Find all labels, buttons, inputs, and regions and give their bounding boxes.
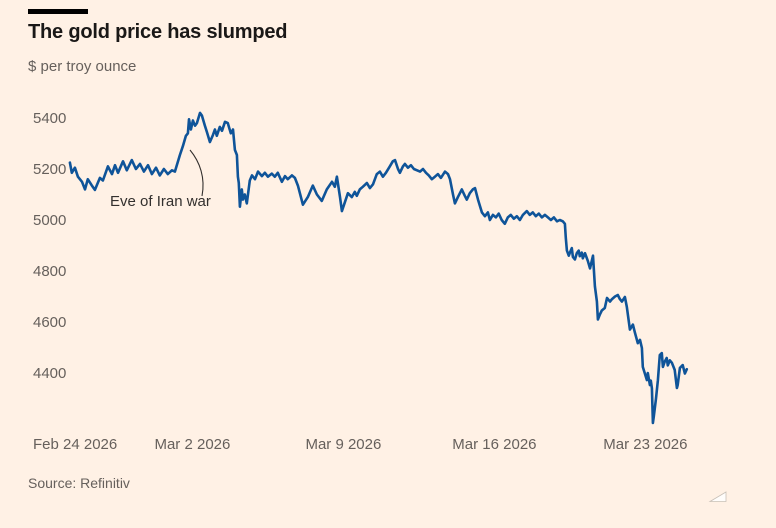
x-axis-label: Mar 2 2026: [154, 436, 230, 453]
price-line-series: [68, 111, 689, 425]
annotation-label: Eve of Iran war: [110, 193, 211, 210]
y-axis-label: 5400: [33, 110, 66, 127]
y-axis-label: 4800: [33, 263, 66, 280]
y-axis-label: 5000: [33, 212, 66, 229]
x-axis-label: Mar 23 2026: [603, 436, 687, 453]
y-axis-label: 4400: [33, 365, 66, 382]
x-axis-label: Mar 9 2026: [305, 436, 381, 453]
x-axis-label: Feb 24 2026: [33, 436, 117, 453]
chart-subtitle: $ per troy ounce: [28, 58, 137, 75]
headline-bar: [28, 9, 88, 14]
y-axis-label: 5200: [33, 161, 66, 178]
chart-title: The gold price has slumped: [28, 21, 288, 43]
source-label: Source: Refinitiv: [28, 475, 130, 491]
y-axis-label: 4600: [33, 314, 66, 331]
annotation-pointer-line: [189, 149, 204, 197]
resize-corner-icon[interactable]: [708, 491, 727, 502]
x-axis-label: Mar 16 2026: [452, 436, 536, 453]
